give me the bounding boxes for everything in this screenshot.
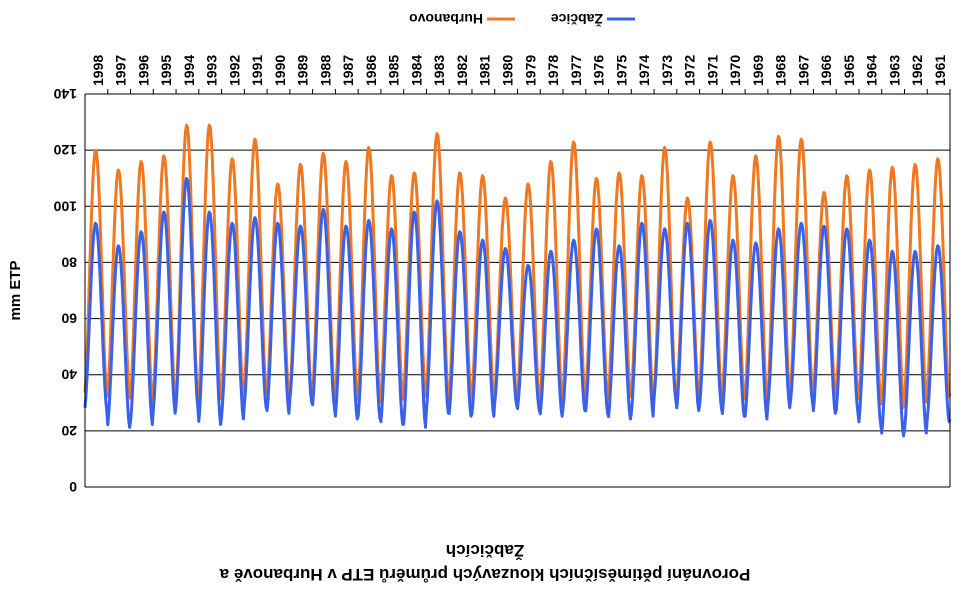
x-tick-label: 1985 — [386, 55, 402, 86]
x-tick-labels: 1961 1962 1963 1964 1965 1966 1967 1968 1969 1970… — [90, 55, 951, 94]
x-tick-label: 1997 — [113, 55, 129, 86]
x-tick-label: 1972 — [682, 55, 698, 86]
x-tick-label: 1978 — [545, 55, 561, 86]
y-axis-title: mm ETP — [7, 260, 24, 320]
x-tick-label: 1998 — [90, 55, 106, 86]
x-tick-label: 1980 — [500, 55, 516, 86]
x-tick-label: 1977 — [568, 55, 584, 86]
y-tick-label: 40 — [61, 367, 77, 383]
x-tick-label: 1989 — [295, 55, 311, 86]
x-tick-label: 1981 — [477, 55, 493, 86]
x-tick-label: 1994 — [181, 55, 197, 86]
x-tick-label: 1996 — [135, 55, 151, 86]
x-tick-label: 1965 — [841, 55, 857, 86]
legend-label: Hurbanovo — [409, 11, 483, 27]
x-tick-label: 1986 — [363, 55, 379, 86]
series-layer — [83, 123, 952, 438]
y-tick-label: 120 — [53, 142, 77, 158]
x-tick-label: 1974 — [636, 55, 652, 86]
x-tick-label: 1973 — [659, 55, 675, 86]
chart-title-line-2: Žabčicích — [446, 541, 524, 560]
x-tick-label: 1983 — [431, 55, 447, 86]
x-tick-label: 1964 — [864, 55, 880, 86]
x-tick-label: 1979 — [522, 55, 538, 86]
x-tick-label: 1966 — [818, 55, 834, 86]
chart-title-line-1: Porovnání pětiměsíčních klouzavých průmě… — [219, 565, 750, 584]
x-tick-label: 1962 — [909, 55, 925, 86]
y-tick-label: 140 — [53, 86, 77, 102]
x-tick-label: 1970 — [727, 55, 743, 86]
x-tick-label: 1961 — [932, 55, 948, 86]
x-tick-label: 1969 — [750, 55, 766, 86]
x-tick-label: 1982 — [454, 55, 470, 86]
x-tick-label: 1971 — [704, 55, 720, 86]
y-tick-label: 0 — [69, 479, 77, 495]
x-tick-label: 1987 — [340, 55, 356, 86]
x-tick-label: 1968 — [773, 55, 789, 86]
y-tick-labels: 0 20 40 60 80 100 120 140 — [53, 86, 77, 495]
x-tick-label: 1984 — [408, 55, 424, 86]
y-tick-label: 100 — [53, 198, 77, 214]
x-tick-label: 1975 — [613, 55, 629, 86]
legend-label: Žabčice — [551, 11, 603, 28]
x-tick-label: 1990 — [272, 55, 288, 86]
x-tick-label: 1991 — [249, 55, 265, 86]
x-tick-label: 1988 — [317, 55, 333, 86]
x-tick-label: 1976 — [591, 55, 607, 86]
x-tick-label: 1963 — [886, 55, 902, 86]
y-tick-label: 20 — [61, 423, 77, 439]
x-tick-label: 1993 — [204, 55, 220, 86]
y-tick-label: 80 — [61, 254, 77, 270]
y-tick-label: 60 — [61, 311, 77, 327]
x-tick-label: 1995 — [158, 55, 174, 86]
series-line-1 — [83, 177, 952, 438]
x-tick-label: 1992 — [226, 55, 242, 86]
x-tick-label: 1967 — [795, 55, 811, 86]
legend: Žabčice Hurbanovo — [409, 11, 635, 28]
